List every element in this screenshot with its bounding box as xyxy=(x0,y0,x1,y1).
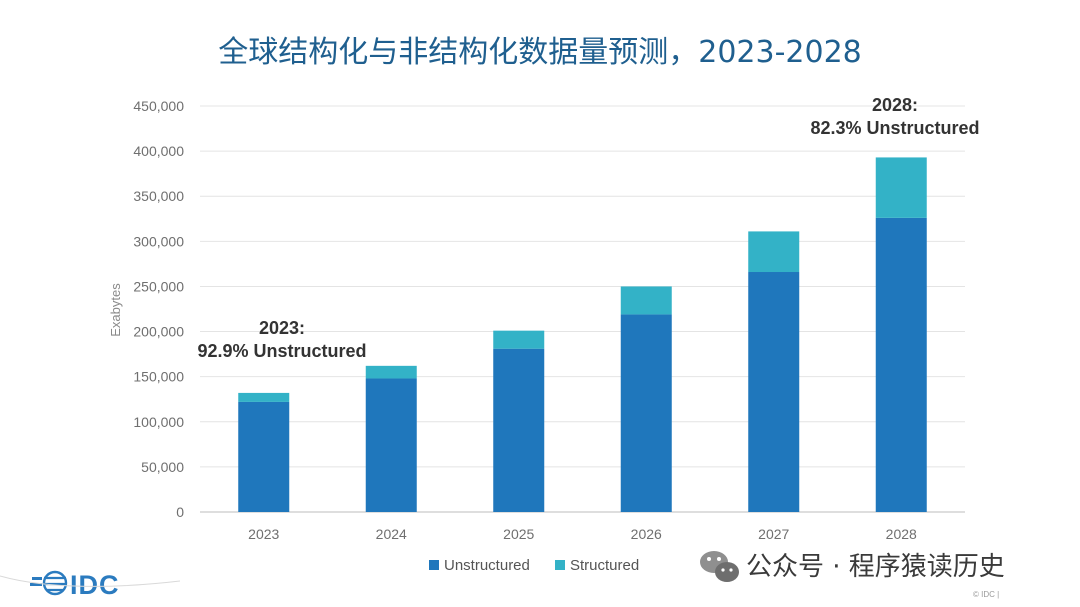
y-axis-ticks: 0 50,000 100,000 150,000 200,000 250,000 300,0… xyxy=(133,98,184,520)
bar-unstructured-2024 xyxy=(365,378,417,512)
annotation-2023-share: 92.9% Unstructured xyxy=(197,341,366,361)
bar-unstructured-2027 xyxy=(748,272,800,512)
bars xyxy=(238,157,927,512)
annotation-2028-share: 82.3% Unstructured xyxy=(810,118,979,138)
logo-text: IDC xyxy=(70,570,120,600)
legend: Unstructured Structured xyxy=(429,557,639,574)
x-tick-label: 2023 xyxy=(248,526,279,542)
y-tick-label: 200,000 xyxy=(133,324,184,340)
bar-unstructured-2028 xyxy=(875,217,927,512)
footer-curve xyxy=(0,575,181,587)
annotation-2028: 2028: 82.3% Unstructured xyxy=(810,95,979,138)
y-tick-label: 450,000 xyxy=(133,98,184,114)
bar-structured-2024 xyxy=(365,365,417,379)
x-tick-label: 2026 xyxy=(631,526,662,542)
y-tick-label: 0 xyxy=(176,504,184,520)
bar-structured-2025 xyxy=(493,330,545,349)
y-tick-label: 250,000 xyxy=(133,278,184,294)
watermark: 公众号 · 程序猿读历史 xyxy=(700,551,1005,582)
y-tick-label: 100,000 xyxy=(133,414,184,430)
x-axis-ticks: 2023 2024 2025 2026 2027 2028 xyxy=(248,526,917,542)
legend-swatch-structured xyxy=(555,560,565,570)
globe-icon xyxy=(30,570,68,596)
x-tick-label: 2025 xyxy=(503,526,534,542)
copyright-text: © IDC | xyxy=(973,590,999,599)
bar-structured-2028 xyxy=(875,157,927,218)
annotation-2023: 2023: 92.9% Unstructured xyxy=(197,318,366,361)
bar-unstructured-2023 xyxy=(238,401,290,512)
x-tick-label: 2027 xyxy=(758,526,789,542)
legend-label-structured: Structured xyxy=(570,557,639,574)
idc-logo: IDC xyxy=(30,570,120,600)
bar-unstructured-2025 xyxy=(493,348,545,512)
gridlines xyxy=(200,105,965,468)
wechat-icon xyxy=(700,551,739,582)
bar-structured-2027 xyxy=(748,231,800,273)
y-tick-label: 50,000 xyxy=(141,459,184,475)
x-tick-label: 2028 xyxy=(886,526,917,542)
y-axis-label: Exabytes xyxy=(108,283,123,337)
bar-unstructured-2026 xyxy=(620,314,672,512)
watermark-text: 公众号 · 程序猿读历史 xyxy=(746,552,1005,582)
legend-label-unstructured: Unstructured xyxy=(444,557,530,574)
legend-swatch-unstructured xyxy=(429,560,439,570)
annotation-2023-year: 2023: xyxy=(259,318,305,338)
bar-structured-2023 xyxy=(238,392,290,402)
y-tick-label: 400,000 xyxy=(133,143,184,159)
y-tick-label: 300,000 xyxy=(133,233,184,249)
annotation-2028-year: 2028: xyxy=(872,95,918,115)
y-tick-label: 150,000 xyxy=(133,369,184,385)
chart-title: 全球结构化与非结构化数据量预测，2023-2028 xyxy=(218,35,862,70)
bar-structured-2026 xyxy=(620,286,672,315)
y-tick-label: 350,000 xyxy=(133,188,184,204)
x-tick-label: 2024 xyxy=(376,526,407,542)
